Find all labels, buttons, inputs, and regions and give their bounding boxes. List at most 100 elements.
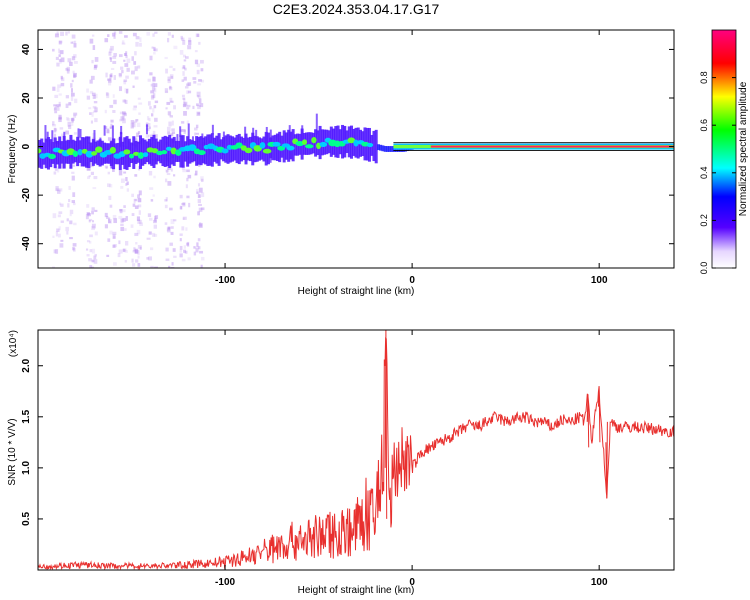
spectrum-band [139,135,143,170]
y-tick-label: 40 [21,43,32,55]
spectrum-speckle [169,74,174,80]
spectrum-speckle [201,178,204,183]
spectrum-speckle [150,265,154,268]
spectrum-speckle [86,212,90,215]
spectrum-speckle [172,248,176,252]
spectrum-speckle [121,70,124,74]
spectrum-speckle [66,231,69,235]
spectrum-speckle [59,59,62,64]
spectrum-speckle [173,45,178,50]
spectrum-streak [93,130,96,151]
spectrum-band [96,140,100,166]
spectrum-speckle [113,53,117,57]
spectrum-speckle [65,31,68,36]
spectrum-speckle [137,250,140,255]
spectrum-speckle [149,106,152,110]
spectrum-band [388,146,392,152]
spectrogram-y-axis: -40 -20 0 20 40 [21,43,674,251]
spectrum-speckle [88,107,92,110]
spectrum-speckle [146,31,150,36]
spectrum-speckle [185,83,190,87]
spectrum-speckle [164,178,168,183]
spectrum-speckle [107,238,111,242]
spectrum-streak [63,131,66,158]
spectrum-peak [244,147,253,154]
spectrum-speckle [133,105,137,108]
spectrogram-image [38,31,674,268]
spectrum-speckle [183,59,187,62]
spectrum-speckle [122,99,126,103]
spectrum-band [210,133,214,167]
spectrum-speckle [112,244,116,248]
spectrum-speckle [73,114,77,118]
spectrum-speckle [89,240,92,244]
spectrum-speckle [186,169,190,173]
spectrum-speckle [118,72,122,78]
spectrum-speckle [58,114,62,120]
spectrum-streak [51,130,54,143]
spectrum-speckle [196,69,200,75]
snr-series-line [38,330,674,570]
spectrum-speckle [56,62,60,67]
spectrum-band [165,136,169,167]
spectrum-speckle [165,170,169,173]
spectrum-speckle [182,202,186,207]
spectrum-speckle [173,105,176,110]
spectrum-speckle [149,217,153,221]
spectrum-band [266,132,270,165]
spectrum-speckle [173,219,177,222]
spectrum-speckle [104,224,108,229]
spectrum-speckle [65,103,69,108]
y-tick-label: -20 [21,187,32,202]
spectrum-speckle [69,61,73,67]
spectrum-speckle [125,99,128,105]
spectrum-peak [197,150,206,156]
spectrum-speckle [134,205,139,209]
spectrum-band [206,134,210,166]
spectrum-streak [99,137,102,153]
spectrum-speckle [57,214,61,218]
spectrum-band [390,146,394,152]
spectrum-speckle [168,226,171,230]
spectrum-speckle [113,34,116,39]
spectrum-speckle [109,74,113,78]
spectrum-speckle [196,242,199,248]
x-tick-label: 0 [409,577,415,588]
spectrum-speckle [125,51,128,56]
spectrum-streak [269,129,272,146]
spectrum-speckle [124,88,129,93]
spectrum-speckle [183,245,186,249]
spectrum-speckle [65,226,69,232]
spectrum-peak [137,152,145,159]
spectrum-streak [145,124,148,135]
spectrum-speckle [135,242,138,245]
spectrum-speckle [105,92,109,96]
spectrum-speckle [73,74,76,79]
spectrum-speckle [104,38,109,43]
spectrum-speckle [58,188,63,192]
spectrum-speckle [153,51,156,55]
spectrum-speckle [151,46,154,49]
spectrum-peak [302,139,308,145]
spectrum-speckle [89,249,93,253]
spectrum-band [143,139,147,165]
spectrum-speckle [193,246,196,249]
spectrum-speckle [124,228,127,231]
spectrum-band [381,145,385,152]
spectrum-speckle [86,88,89,93]
spectrum-speckle [53,127,57,133]
spectrum-peak [304,144,314,149]
spectrum-band [141,138,145,166]
spectrum-speckle [131,56,135,61]
carrier-line-core [430,145,674,148]
spectrum-speckle [200,79,205,83]
x-tick-label: 0 [409,275,415,286]
y-tick-label: 20 [21,92,32,104]
spectrum-speckle [134,66,138,72]
spectrum-speckle [164,222,168,225]
spectrogram-panel: -100 0 100 -40 -20 0 20 40 Height of straight … [7,29,675,297]
spectrum-band [273,134,277,161]
spectrum-speckle [167,32,171,36]
spectrogram-x-label: Height of straight line (km) [298,286,415,297]
